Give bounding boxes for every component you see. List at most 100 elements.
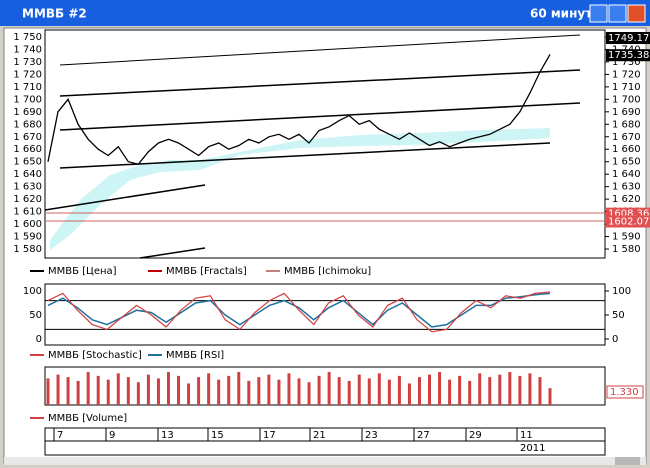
date-label: 23: [365, 430, 378, 441]
volume-bar: [257, 377, 261, 405]
close-button[interactable]: [627, 4, 646, 23]
volume-bar: [498, 374, 502, 405]
window-title: ММВБ #2: [22, 7, 87, 21]
legend-label: ММВБ [Fractals]: [166, 266, 247, 277]
y-tick-label-right: 50: [612, 310, 625, 321]
date-label: 9: [109, 430, 115, 441]
volume-bar: [247, 380, 251, 405]
legend-label: ММВБ [RSI]: [166, 350, 224, 361]
y-tick-label: 1 600: [13, 219, 42, 230]
y-tick-label: 1 620: [13, 194, 42, 205]
volume-bar: [377, 373, 381, 405]
y-tick-label: 1 660: [13, 144, 42, 155]
legend-label: ММВБ [Цена]: [48, 266, 117, 277]
y-tick-label: 1 580: [13, 244, 42, 255]
trend-line: [59, 34, 581, 66]
volume-bar: [156, 378, 160, 405]
date-label: 7: [57, 430, 63, 441]
trend-line: [59, 102, 581, 131]
scrollbar[interactable]: [4, 457, 646, 465]
volume-bar: [357, 374, 361, 405]
volume-bar: [528, 373, 532, 405]
date-label: 17: [263, 430, 276, 441]
oscillator-panel: [44, 283, 606, 346]
volume-bar: [367, 378, 371, 405]
volume-bar: [287, 373, 291, 405]
minimize-button[interactable]: [589, 4, 608, 23]
y-tick-label-right: 1 710: [612, 82, 641, 93]
y-tick-label: 1 650: [13, 157, 42, 168]
y-tick-label-right: 1 690: [612, 107, 641, 118]
volume-bar: [448, 379, 452, 405]
volume-bar: [86, 372, 90, 405]
volume-bar: [116, 373, 120, 405]
timeframe: 60 минут: [530, 7, 592, 21]
ichimoku-cloud: [50, 128, 550, 250]
date-label: 15: [211, 430, 224, 441]
volume-bar: [76, 380, 80, 405]
price-label: 1608.36: [608, 209, 649, 220]
volume-bar: [428, 374, 432, 405]
volume-bar: [317, 375, 321, 405]
last-volume-label: 1.330: [610, 387, 639, 398]
y-tick-label: 1 710: [13, 82, 42, 93]
volume-bar: [106, 379, 110, 405]
price-label: 1735.38: [608, 50, 649, 61]
volume-bar: [438, 372, 442, 405]
date-label: 21: [313, 430, 326, 441]
volume-bar: [56, 374, 60, 405]
scroll-thumb[interactable]: [615, 457, 640, 465]
volume-bar: [166, 372, 170, 405]
y-tick-label: 1 590: [13, 232, 42, 243]
trend-line: [59, 142, 551, 169]
date-label: 13: [161, 430, 174, 441]
y-tick-label: 1 610: [13, 207, 42, 218]
volume-bar: [146, 374, 150, 405]
legend-label: ММВБ [Ichimoku]: [284, 266, 371, 277]
y-tick-label-right: 100: [612, 286, 631, 297]
y-tick-label: 1 670: [13, 132, 42, 143]
volume-bar: [478, 373, 482, 405]
volume-bar: [297, 378, 301, 405]
volume-bar: [468, 380, 472, 405]
volume-bar: [307, 382, 311, 405]
volume-bar: [548, 388, 552, 405]
volume-bar: [217, 379, 221, 405]
volume-bar: [397, 375, 401, 405]
price-line: [47, 54, 551, 165]
date-label: 27: [417, 430, 430, 441]
y-tick-label: 1 700: [13, 94, 42, 105]
year-label: 2011: [520, 443, 545, 454]
y-tick-label-right: 1 700: [612, 94, 641, 105]
volume-bar: [177, 375, 181, 405]
trend-line: [59, 69, 581, 97]
maximize-button[interactable]: [608, 4, 627, 23]
legend-label: ММВБ [Stochastic]: [48, 350, 142, 361]
y-tick-label-right: 1 660: [612, 144, 641, 155]
y-tick-label-right: 1 730: [612, 57, 641, 68]
title-bar: [0, 0, 650, 26]
legend-label: ММВБ [Volume]: [48, 413, 127, 424]
price-label: 1749.17: [608, 33, 649, 44]
y-tick-label-right: 1 650: [612, 157, 641, 168]
volume-bar: [538, 377, 542, 405]
y-tick-label-right: 1 680: [612, 119, 641, 130]
volume-bar: [458, 375, 462, 405]
volume-bar: [207, 373, 211, 405]
volume-bar: [327, 372, 331, 405]
date-label: 11: [520, 430, 533, 441]
volume-bar: [197, 377, 201, 405]
price-label-box: [606, 32, 650, 45]
y-tick-label: 100: [23, 286, 42, 297]
stochastic-line: [47, 291, 551, 333]
y-tick-label: 1 750: [13, 32, 42, 43]
volume-bar: [337, 377, 341, 405]
y-tick-label: 1 730: [13, 57, 42, 68]
y-tick-label-right: 1 630: [612, 182, 641, 193]
volume-bar: [518, 375, 522, 405]
price-label-box: [606, 49, 650, 62]
volume-bar: [387, 379, 391, 405]
volume-bar: [508, 372, 512, 405]
